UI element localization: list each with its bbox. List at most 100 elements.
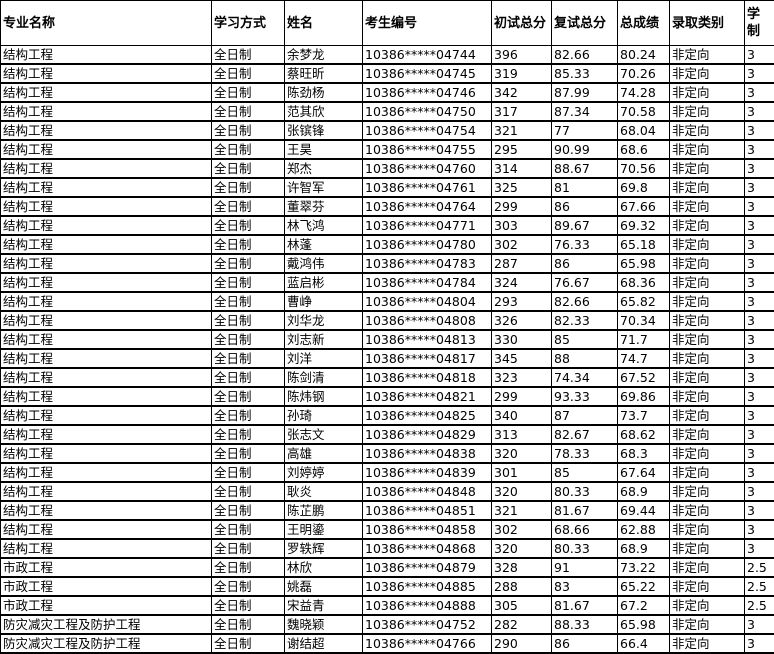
cell-admission-type: 非定向 — [670, 368, 745, 387]
cell-name: 孙琦 — [285, 406, 363, 425]
cell-duration: 3 — [745, 197, 774, 216]
cell-candidate-id: 10386*****04851 — [363, 501, 492, 520]
cell-retest-score: 85 — [552, 330, 618, 349]
cell-major: 结构工程 — [1, 539, 212, 558]
cell-study-mode: 全日制 — [212, 349, 285, 368]
cell-retest-score: 85 — [552, 463, 618, 482]
cell-total-score: 68.6 — [618, 140, 670, 159]
cell-duration: 3 — [745, 330, 774, 349]
cell-total-score: 67.2 — [618, 596, 670, 615]
cell-candidate-id: 10386*****04784 — [363, 273, 492, 292]
header-total-score: 总成绩 — [618, 1, 670, 46]
cell-candidate-id: 10386*****04817 — [363, 349, 492, 368]
cell-major: 结构工程 — [1, 178, 212, 197]
cell-candidate-id: 10386*****04848 — [363, 482, 492, 501]
cell-study-mode: 全日制 — [212, 539, 285, 558]
cell-name: 蓝启彬 — [285, 273, 363, 292]
cell-major: 结构工程 — [1, 330, 212, 349]
cell-total-score: 69.86 — [618, 387, 670, 406]
cell-study-mode: 全日制 — [212, 634, 285, 653]
cell-duration: 3 — [745, 463, 774, 482]
cell-major: 市政工程 — [1, 596, 212, 615]
cell-name: 林欣 — [285, 558, 363, 577]
cell-major: 结构工程 — [1, 444, 212, 463]
cell-study-mode: 全日制 — [212, 615, 285, 634]
cell-duration: 3 — [745, 273, 774, 292]
cell-name: 刘志新 — [285, 330, 363, 349]
cell-study-mode: 全日制 — [212, 83, 285, 102]
cell-initial-score: 321 — [492, 501, 552, 520]
cell-total-score: 69.8 — [618, 178, 670, 197]
cell-total-score: 67.64 — [618, 463, 670, 482]
cell-admission-type: 非定向 — [670, 425, 745, 444]
cell-candidate-id: 10386*****04766 — [363, 634, 492, 653]
cell-total-score: 68.62 — [618, 425, 670, 444]
cell-total-score: 67.52 — [618, 368, 670, 387]
cell-duration: 3 — [745, 235, 774, 254]
cell-major: 防灾减灾工程及防护工程 — [1, 615, 212, 634]
cell-admission-type: 非定向 — [670, 501, 745, 520]
cell-retest-score: 91 — [552, 558, 618, 577]
cell-initial-score: 302 — [492, 520, 552, 539]
cell-major: 结构工程 — [1, 311, 212, 330]
cell-total-score: 73.7 — [618, 406, 670, 425]
cell-total-score: 68.3 — [618, 444, 670, 463]
cell-study-mode: 全日制 — [212, 501, 285, 520]
cell-admission-type: 非定向 — [670, 634, 745, 653]
cell-initial-score: 396 — [492, 46, 552, 65]
cell-major: 市政工程 — [1, 577, 212, 596]
cell-study-mode: 全日制 — [212, 102, 285, 121]
cell-total-score: 66.4 — [618, 634, 670, 653]
cell-duration: 2.5 — [745, 558, 774, 577]
cell-duration: 3 — [745, 311, 774, 330]
cell-retest-score: 88.67 — [552, 159, 618, 178]
cell-retest-score: 93.33 — [552, 387, 618, 406]
cell-total-score: 65.22 — [618, 577, 670, 596]
header-study-mode: 学习方式 — [212, 1, 285, 46]
cell-total-score: 65.18 — [618, 235, 670, 254]
cell-initial-score: 320 — [492, 482, 552, 501]
cell-duration: 3 — [745, 615, 774, 634]
cell-candidate-id: 10386*****04744 — [363, 46, 492, 65]
cell-initial-score: 299 — [492, 197, 552, 216]
cell-name: 刘华龙 — [285, 311, 363, 330]
cell-name: 罗轶辉 — [285, 539, 363, 558]
cell-admission-type: 非定向 — [670, 406, 745, 425]
cell-study-mode: 全日制 — [212, 577, 285, 596]
cell-study-mode: 全日制 — [212, 368, 285, 387]
cell-admission-type: 非定向 — [670, 596, 745, 615]
cell-name: 王昊 — [285, 140, 363, 159]
header-row: 专业名称学习方式姓名考生编号初试总分复试总分总成绩录取类别学制 — [1, 1, 774, 46]
cell-total-score: 65.98 — [618, 254, 670, 273]
cell-duration: 3 — [745, 159, 774, 178]
cell-candidate-id: 10386*****04761 — [363, 178, 492, 197]
cell-total-score: 70.56 — [618, 159, 670, 178]
cell-initial-score: 323 — [492, 368, 552, 387]
cell-name: 许智军 — [285, 178, 363, 197]
cell-duration: 3 — [745, 121, 774, 140]
cell-total-score: 65.98 — [618, 615, 670, 634]
cell-initial-score: 288 — [492, 577, 552, 596]
cell-study-mode: 全日制 — [212, 64, 285, 83]
cell-total-score: 62.88 — [618, 520, 670, 539]
cell-total-score: 68.04 — [618, 121, 670, 140]
cell-admission-type: 非定向 — [670, 235, 745, 254]
cell-duration: 3 — [745, 444, 774, 463]
cell-admission-type: 非定向 — [670, 292, 745, 311]
cell-admission-type: 非定向 — [670, 311, 745, 330]
cell-admission-type: 非定向 — [670, 330, 745, 349]
cell-name: 林飞鸿 — [285, 216, 363, 235]
cell-candidate-id: 10386*****04783 — [363, 254, 492, 273]
cell-name: 陈劲杨 — [285, 83, 363, 102]
cell-duration: 2.5 — [745, 596, 774, 615]
cell-total-score: 70.58 — [618, 102, 670, 121]
cell-initial-score: 319 — [492, 64, 552, 83]
